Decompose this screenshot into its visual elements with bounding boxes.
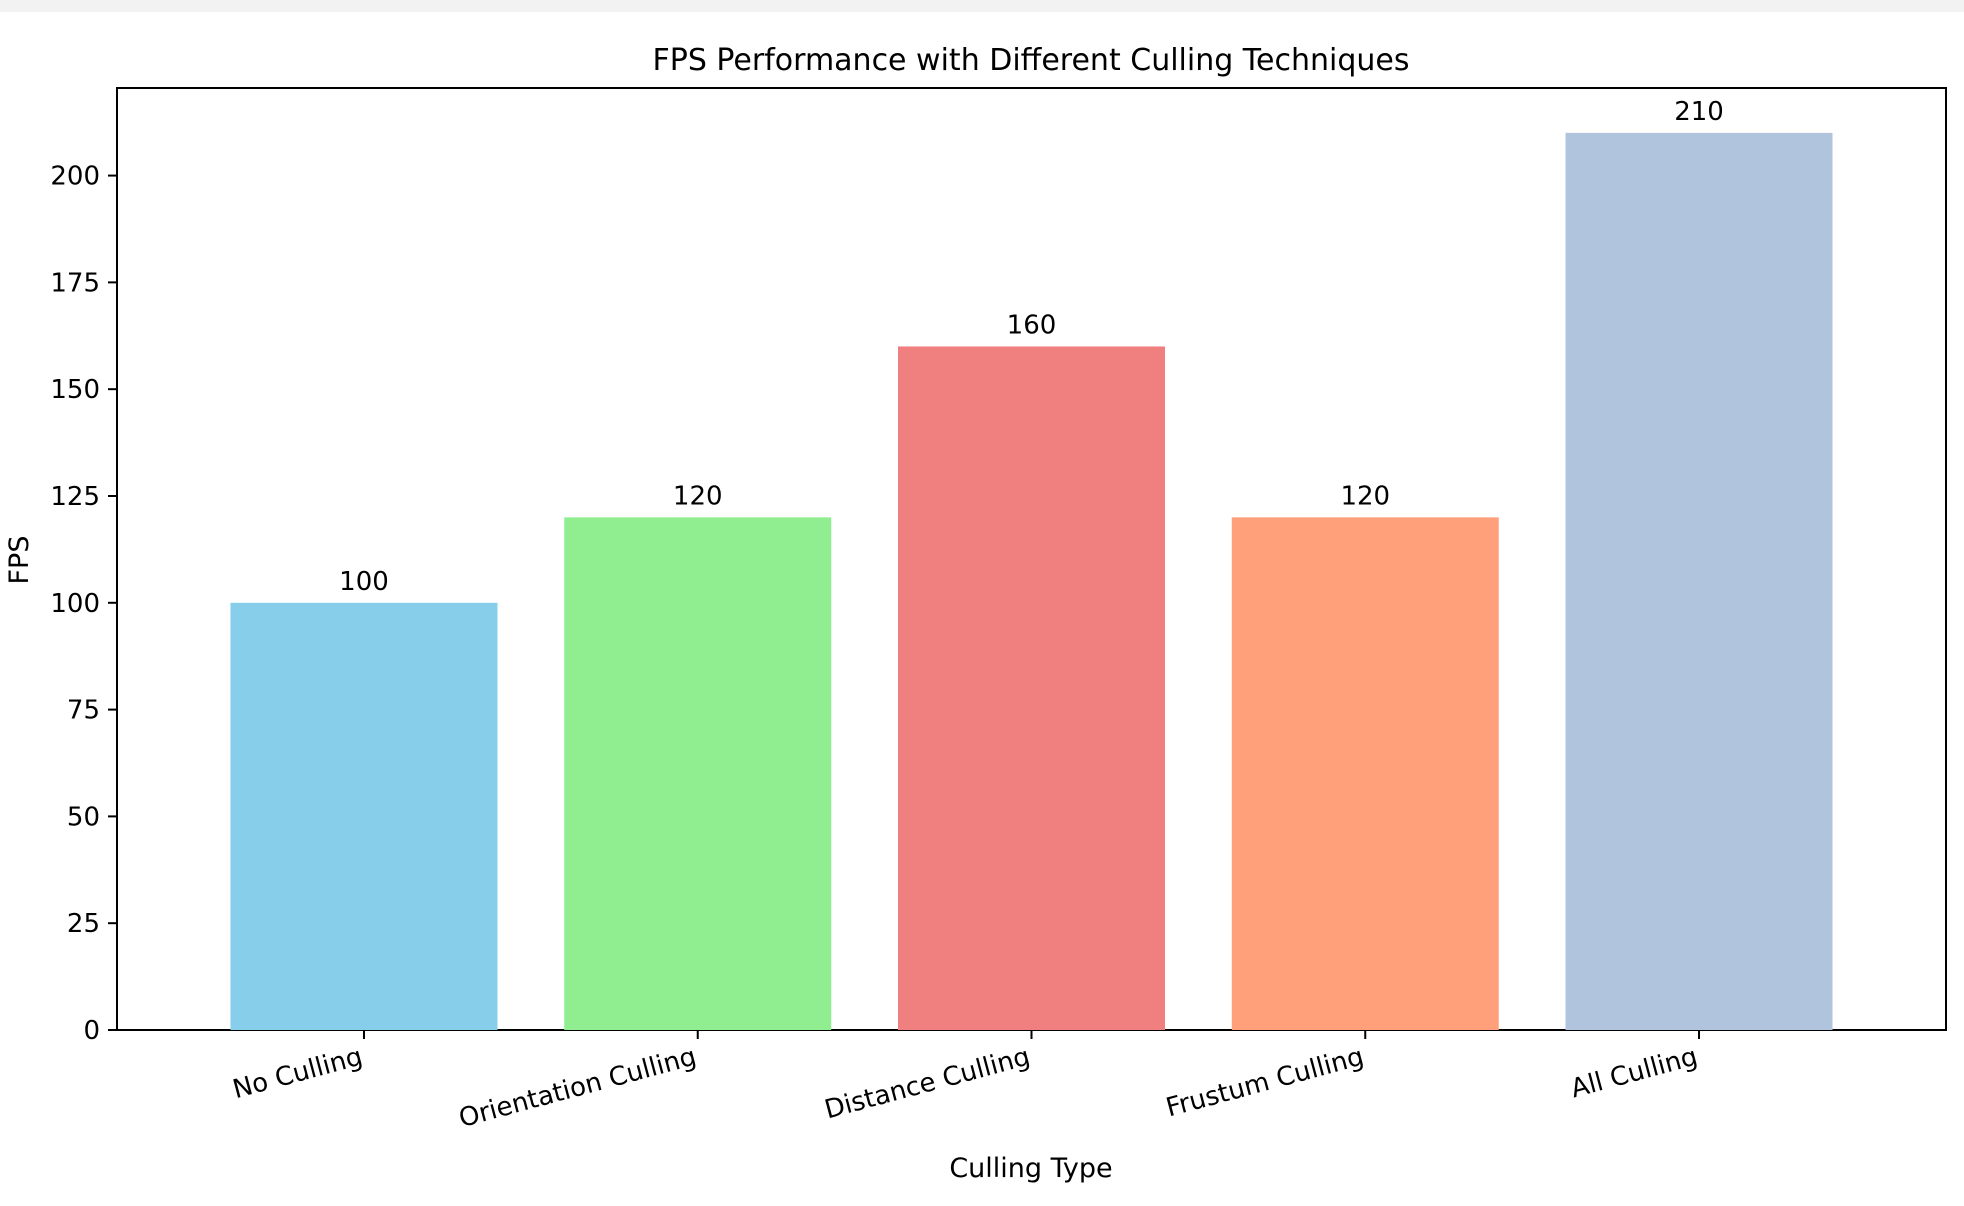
bar-1 [564,517,832,1030]
chart-title: FPS Performance with Different Culling T… [652,43,1409,78]
y-tick-label-4: 100 [50,589,100,619]
y-tick-label-5: 125 [50,482,100,512]
data-label-2: 160 [1007,310,1057,340]
y-tick-label-8: 200 [50,162,100,192]
x-tick-label-0: No Culling [230,1042,366,1105]
y-tick-label-3: 75 [67,696,100,726]
y-tick-label-6: 150 [50,375,100,405]
x-tick-label-2: Distance Culling [821,1042,1033,1126]
y-axis-ticks: 0 25 50 75 100 125 150 175 200 [50,162,117,1046]
bar-4 [1565,132,1833,1030]
bar-0 [230,602,498,1030]
x-tick-label-1: Orientation Culling [456,1042,700,1134]
x-axis-ticks: No Culling Orientation Culling Distance Cu… [230,1030,1701,1134]
bars-layer [230,132,1833,1030]
data-label-1: 120 [673,481,723,511]
bar-3 [1231,517,1499,1030]
data-label-3: 120 [1340,481,1390,511]
y-tick-label-7: 175 [50,268,100,298]
data-label-4: 210 [1674,97,1724,127]
x-axis-label: Culling Type [949,1153,1112,1184]
top-strip [0,0,1964,12]
y-tick-label-2: 50 [67,802,100,832]
y-tick-label-1: 25 [67,909,100,939]
y-axis-label: FPS [4,536,35,585]
x-tick-label-3: Frustum Culling [1163,1042,1367,1124]
data-labels: 100 120 160 120 210 [339,97,1724,597]
x-tick-label-4: All Culling [1568,1042,1701,1105]
data-label-0: 100 [339,567,389,597]
bar-2 [897,346,1166,1030]
y-tick-label-0: 0 [83,1016,100,1046]
